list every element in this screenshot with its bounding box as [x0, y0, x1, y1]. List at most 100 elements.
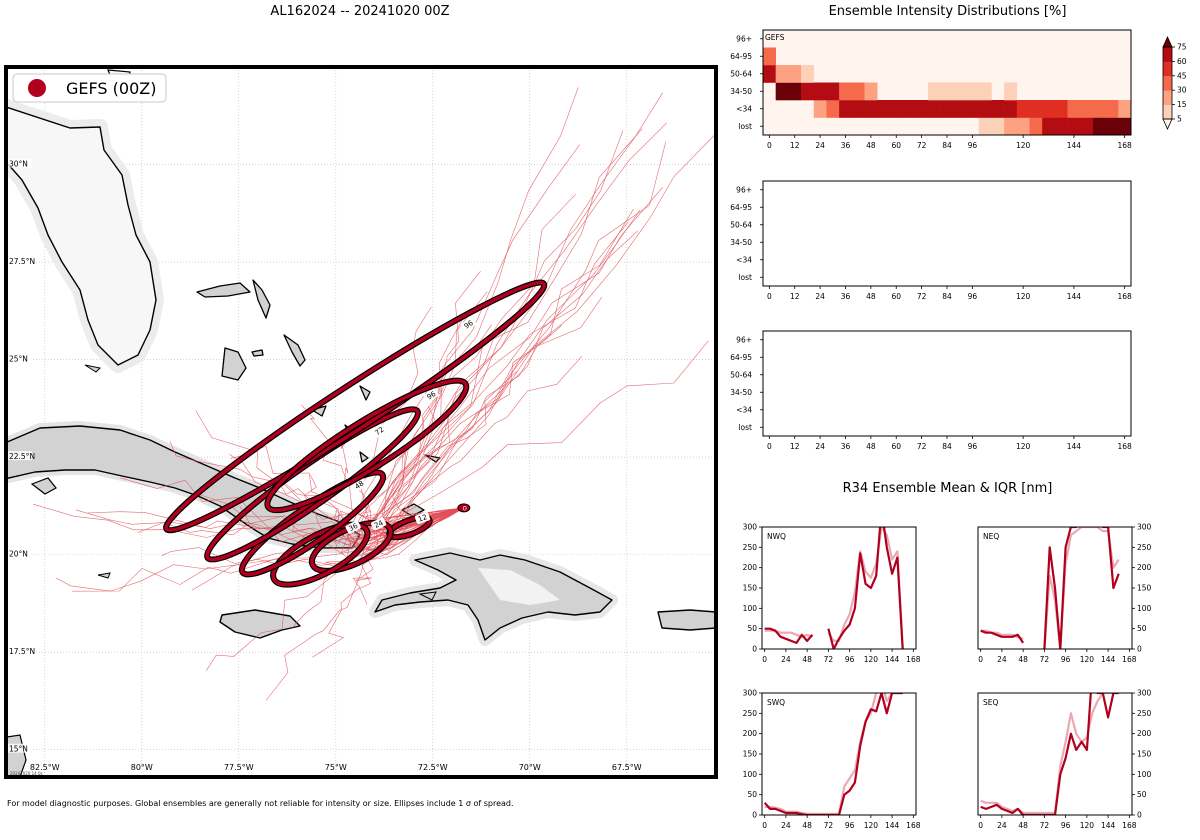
legend-marker-icon: [28, 79, 46, 97]
heat-cell: [775, 82, 789, 101]
r34-hour-label: 168: [906, 655, 921, 664]
heat-cell: [1118, 117, 1132, 136]
heat-cell: [1054, 100, 1068, 118]
intensity-hour-label: 12: [790, 292, 800, 301]
intensity-category-label: 64-95: [730, 353, 752, 362]
heat-cell: [788, 65, 802, 83]
map-stamp: 20241020 14 0s: [10, 771, 43, 776]
heat-cell: [826, 82, 840, 101]
r34-radius-label: 250: [1137, 543, 1152, 552]
r34-radius-label: 150: [1137, 750, 1152, 759]
r34-hour-label: 144: [885, 821, 900, 830]
r34-mean-line: [763, 693, 903, 815]
ensemble-track: [75, 507, 464, 546]
r34-hour-label: 72: [824, 821, 834, 830]
intensity-title: Ensemble Intensity Distributions [%]: [828, 4, 1067, 19]
land-florida: [6, 69, 164, 373]
r34-radius-label: 300: [743, 523, 758, 532]
heat-cell: [902, 100, 916, 118]
intensity-category-label: 50-64: [730, 220, 752, 229]
r34-hour-label: 48: [1018, 821, 1028, 830]
colorbar-tick-label: 5: [1177, 115, 1182, 124]
r34-radius-label: 300: [1137, 689, 1152, 698]
colorbar-min-arrow: [1162, 118, 1173, 130]
intensity-hour-label: 144: [1067, 292, 1082, 301]
r34-radius-label: 100: [743, 770, 758, 779]
intensity-hour-label: 96: [968, 442, 978, 451]
heat-cell: [1042, 117, 1056, 136]
uncertainty-ellipses: 12 24 36 48 72 96 96 0: [163, 279, 548, 588]
intensity-hour-label: 12: [790, 442, 800, 451]
r34-mean-line: [980, 527, 1120, 649]
colorbar-segment: [1163, 104, 1172, 120]
r34-hour-label: 0: [762, 655, 767, 664]
r34-quadrant-label: SWQ: [767, 698, 785, 707]
intensity-hour-label: 84: [942, 292, 952, 301]
lat-label-bg: [8, 646, 32, 656]
intensity-hour-label: 72: [917, 141, 927, 150]
r34-radius-label: 50: [747, 790, 757, 799]
heat-cell: [1004, 117, 1018, 136]
r34-radius-label: 250: [743, 709, 758, 718]
r34-iqr-line: [980, 693, 1119, 815]
heat-cell: [801, 82, 815, 101]
heat-cell: [775, 65, 789, 83]
ellipse-label: 48: [354, 479, 366, 491]
heat-cell: [940, 100, 954, 118]
intensity-category-label: 96+: [736, 335, 752, 344]
map-gridlines: [6, 67, 716, 777]
r34-panel-swq: SWQ 0 24 48 72 96 120 144 168 0 50 100 150 200 250 300: [743, 689, 921, 831]
colorbar-segment: [1163, 75, 1172, 91]
lon-tick-label: 82.5°W: [30, 763, 60, 772]
ellipse-label: 72: [374, 426, 386, 438]
intensity-hour-label: 168: [1117, 442, 1132, 451]
r34-hour-label: 168: [1122, 655, 1137, 664]
r34-radius-label: 300: [743, 689, 758, 698]
heat-cell: [763, 65, 776, 83]
heat-cell: [801, 65, 815, 83]
heat-cell: [864, 100, 878, 118]
intensity-hour-label: 168: [1117, 292, 1132, 301]
start-marker: 0: [457, 503, 471, 512]
intensity-hour-label: 144: [1067, 442, 1082, 451]
intensity-category-label: 50-64: [730, 370, 752, 379]
heat-cell: [978, 100, 992, 118]
r34-hour-label: 168: [1122, 821, 1137, 830]
intensity-category-label: 96+: [736, 34, 752, 43]
colorbar-tick-label: 60: [1177, 57, 1187, 66]
ellipse-label: 96: [463, 319, 475, 331]
intensity-hour-label: 48: [866, 442, 876, 451]
heat-cell: [966, 100, 980, 118]
start-label: 0: [463, 504, 467, 512]
heat-cell: [1067, 100, 1081, 118]
intensity-category-label: <34: [736, 104, 752, 113]
lat-tick-label: 25°N: [9, 355, 28, 364]
map-title: AL162024 -- 20241020 00Z: [270, 4, 450, 19]
ellipse-96h: 96: [163, 279, 548, 534]
r34-radius-label: 0: [1137, 645, 1142, 654]
heat-cell: [978, 82, 992, 101]
intensity-category-label: <34: [736, 405, 752, 414]
heat-cell: [839, 82, 853, 101]
heat-cell: [851, 100, 865, 118]
intensity-category-label: 34-50: [730, 238, 752, 247]
lon-tick-label: 75°W: [325, 763, 347, 772]
intensity-hour-label: 84: [942, 442, 952, 451]
intensity-hour-label: 60: [891, 292, 901, 301]
r34-quadrant-label: NEQ: [983, 532, 999, 541]
intensity-category-label: 64-95: [730, 203, 752, 212]
lat-label-bg: [8, 256, 32, 266]
intensity-category-label: 34-50: [730, 388, 752, 397]
r34-hour-label: 72: [824, 655, 834, 664]
r34-hour-label: 96: [1061, 655, 1071, 664]
intensity-category-label: lost: [738, 423, 752, 432]
heat-cell: [839, 100, 853, 118]
heat-cell: [991, 117, 1005, 136]
r34-hour-label: 0: [978, 821, 983, 830]
colorbar-tick-label: 30: [1177, 86, 1187, 95]
intensity-hour-label: 0: [767, 141, 772, 150]
r34-mean-line: [980, 693, 1119, 815]
intensity-hour-label: 48: [866, 141, 876, 150]
